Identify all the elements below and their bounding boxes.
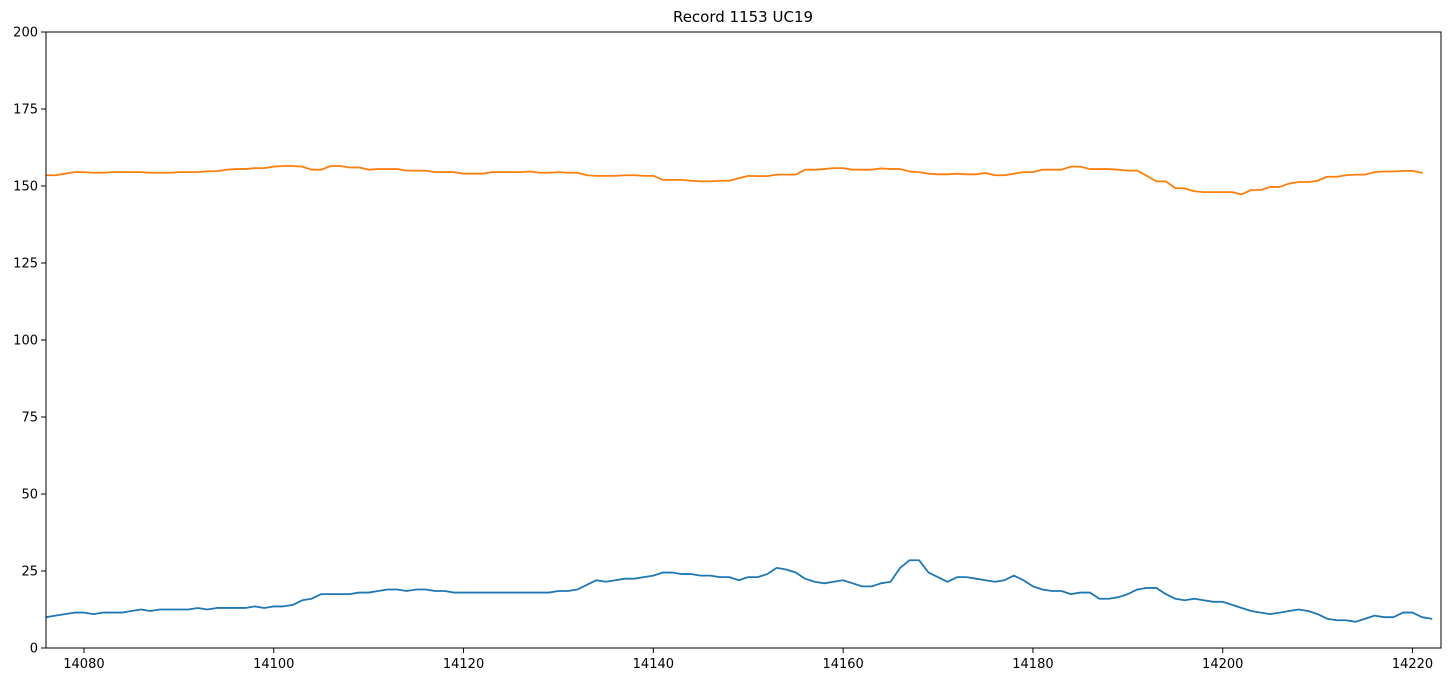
x-tick-label: 14120 [443, 657, 484, 672]
y-tick-label: 125 [13, 257, 38, 272]
series-line-2 [46, 165, 1423, 196]
y-tick-label: 100 [13, 334, 38, 349]
y-tick-label: 150 [13, 180, 38, 195]
x-tick-label: 14220 [1392, 657, 1433, 672]
series-layer [46, 165, 1433, 623]
y-tick-label: 25 [21, 565, 38, 580]
x-tick-label: 14160 [822, 657, 863, 672]
y-tick-label: 0 [30, 642, 38, 657]
y-tick-label: 50 [21, 488, 38, 503]
chart-title: Record 1153 UC19 [673, 8, 813, 26]
x-tick-label: 14200 [1202, 657, 1243, 672]
x-tick-label: 14100 [253, 657, 294, 672]
series-line-1 [46, 559, 1433, 623]
x-tick-label: 14180 [1012, 657, 1053, 672]
y-tick-label: 200 [13, 26, 38, 41]
axes-layer: 14080 14100 14120 14140 14160 14180 14200 14220… [13, 26, 1442, 672]
y-tick-label: 75 [21, 411, 38, 426]
x-tick-label: 14080 [63, 657, 104, 672]
x-tick-label: 14140 [633, 657, 674, 672]
y-tick-label: 175 [13, 103, 38, 118]
